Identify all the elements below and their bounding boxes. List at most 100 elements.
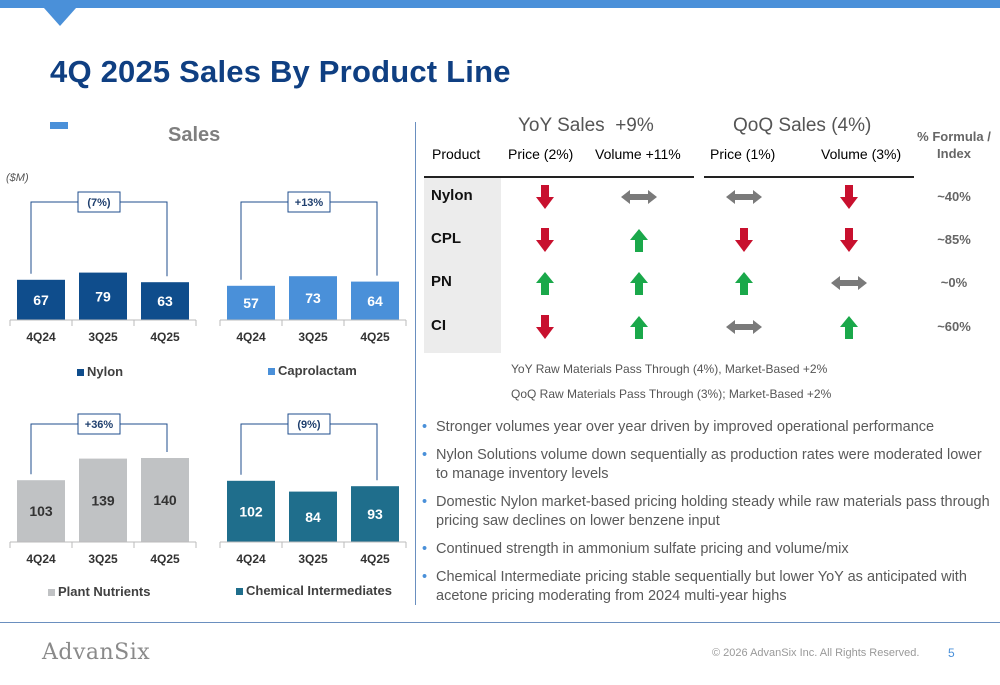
arrow-flat-icon <box>829 270 869 294</box>
arrow-down-icon <box>525 184 565 209</box>
yoy-sales-header: YoY Sales +9% <box>518 115 654 137</box>
arrow-up-icon <box>619 270 659 295</box>
product-name: Nylon <box>431 187 473 204</box>
change-label-box <box>287 413 331 435</box>
arrow-flat-icon <box>724 184 764 208</box>
arrow-flat-icon <box>724 314 764 338</box>
arrow-down-icon <box>525 227 565 252</box>
arrow-down-icon <box>724 227 764 252</box>
product-name: PN <box>431 273 452 290</box>
bar-value-label: 57 <box>243 295 259 311</box>
chemical-intermediates-chart: 102 4Q24 84 3Q25 93 4Q25 (9%) <box>219 410 407 575</box>
legend-swatch <box>77 369 84 377</box>
caprolactam-chart: 57 4Q24 73 3Q25 64 4Q25 +13% <box>219 188 407 353</box>
legend-swatch <box>48 589 55 597</box>
bar-value-label: 139 <box>91 492 115 508</box>
change-label: +13% <box>295 197 324 209</box>
bullet-dot: • <box>422 541 428 557</box>
bar-value-label: 73 <box>305 290 321 306</box>
bar-value-label: 140 <box>153 492 177 508</box>
arrow-up-icon <box>724 270 764 295</box>
yoy-header-label: YoY Sales <box>518 115 605 136</box>
unit-label: ($M) <box>6 172 29 184</box>
product-column-background <box>424 178 501 353</box>
legend-plant-nutrients: Plant Nutrients <box>48 584 150 599</box>
bullet-text: Stronger volumes year over year driven b… <box>436 419 935 435</box>
bar-chart-svg: 103 4Q24 139 3Q25 140 4Q25 +36% <box>9 413 197 566</box>
qoq-sales-header: QoQ Sales (4%) <box>733 115 871 137</box>
bullet-text: Continued strength in ammonium sulfate p… <box>436 541 849 557</box>
bar-chart-svg: 57 4Q24 73 3Q25 64 4Q25 +13% <box>219 191 407 344</box>
change-bracket <box>240 201 378 280</box>
copyright-text: © 2026 AdvanSix Inc. All Rights Reserved… <box>712 647 920 659</box>
bullet-dot: • <box>422 419 428 435</box>
legend-label: Chemical Intermediates <box>246 583 392 598</box>
bullet-text: Nylon Solutions volume down sequentially… <box>436 447 982 482</box>
bar-value-label: 64 <box>367 293 383 309</box>
bar-chart-svg: 67 4Q24 79 3Q25 63 4Q25 (7%) <box>9 191 197 344</box>
category-tick-label: 4Q25 <box>360 330 390 344</box>
arrow-down-icon <box>829 227 869 252</box>
product-name: CI <box>431 317 446 334</box>
category-tick-label: 4Q24 <box>26 552 56 566</box>
bullet-item: • Continued strength in ammonium sulfate … <box>422 540 994 559</box>
category-tick-label: 4Q25 <box>360 552 390 566</box>
top-accent-bar <box>0 0 1000 8</box>
bar-value-label: 67 <box>33 292 49 308</box>
bullet-text: Chemical Intermediate pricing stable seq… <box>436 569 967 604</box>
category-tick-label: 3Q25 <box>88 552 118 566</box>
col-header-qoq-price: Price (1%) <box>710 146 776 162</box>
bar-4q25 <box>351 281 399 320</box>
bar-4q25 <box>141 282 189 320</box>
commentary-bullets: • Stronger volumes year over year driven … <box>422 418 994 615</box>
col-header-yoy-price: Price (2%) <box>508 146 574 162</box>
page-title: 4Q 2025 Sales By Product Line <box>50 54 511 89</box>
arrow-flat-icon <box>619 184 659 208</box>
bar-4q24 <box>17 480 65 542</box>
bar-value-label: 79 <box>95 288 111 304</box>
arrow-up-icon <box>829 314 869 339</box>
bar-3q25 <box>289 491 337 542</box>
bar-value-label: 63 <box>157 293 173 309</box>
arrow-up-icon <box>619 227 659 252</box>
legend-nylon: Nylon <box>77 364 123 379</box>
bullet-item: • Stronger volumes year over year driven … <box>422 418 994 437</box>
arrow-up-icon <box>525 270 565 295</box>
arrow-down-icon <box>829 184 869 209</box>
page-number: 5 <box>948 646 955 660</box>
change-bracket <box>30 201 168 277</box>
plant-nutrients-chart: 103 4Q24 139 3Q25 140 4Q25 +36% <box>9 410 197 575</box>
category-tick-label: 4Q24 <box>236 330 266 344</box>
arrow-up-icon <box>619 314 659 339</box>
sales-title: Sales <box>168 124 221 146</box>
col-header-qoq-volume: Volume (3%) <box>821 146 902 162</box>
bar-4q24 <box>227 285 275 320</box>
bar-value-label: 103 <box>29 503 53 519</box>
legend-caprolactam: Caprolactam <box>268 363 357 378</box>
category-tick-label: 4Q25 <box>150 330 180 344</box>
legend-label: Plant Nutrients <box>58 584 151 599</box>
nylon-chart: 67 4Q24 79 3Q25 63 4Q25 (7%) <box>9 188 197 353</box>
change-label-box <box>77 191 121 213</box>
arrow-down-icon <box>525 314 565 339</box>
change-label: (7%) <box>87 197 111 209</box>
change-label-box <box>77 413 121 435</box>
category-tick-label: 4Q25 <box>150 552 180 566</box>
legend-label: Nylon <box>87 364 124 379</box>
category-tick-label: 3Q25 <box>88 330 118 344</box>
bullet-text: Domestic Nylon market-based pricing hold… <box>436 494 990 529</box>
qoq-raw-materials-note: QoQ Raw Materials Pass Through (3%); Mar… <box>511 387 832 401</box>
header-rule-yoy <box>424 176 694 178</box>
change-label-box <box>287 191 331 213</box>
legend-chemical-intermediates: Chemical Intermediates <box>236 583 392 598</box>
change-label: +36% <box>85 419 114 431</box>
bullet-item: • Chemical Intermediate pricing stable se… <box>422 568 994 606</box>
header-rule-qoq <box>704 176 914 178</box>
bar-3q25 <box>79 272 127 320</box>
logo-text: AdvanSix <box>42 640 151 665</box>
bar-4q24 <box>17 279 65 320</box>
bar-value-label: 84 <box>305 509 321 525</box>
bar-value-label: 102 <box>239 503 263 519</box>
col-header-yoy-volume: Volume +11% <box>595 146 681 162</box>
top-accent-notch <box>44 8 76 26</box>
